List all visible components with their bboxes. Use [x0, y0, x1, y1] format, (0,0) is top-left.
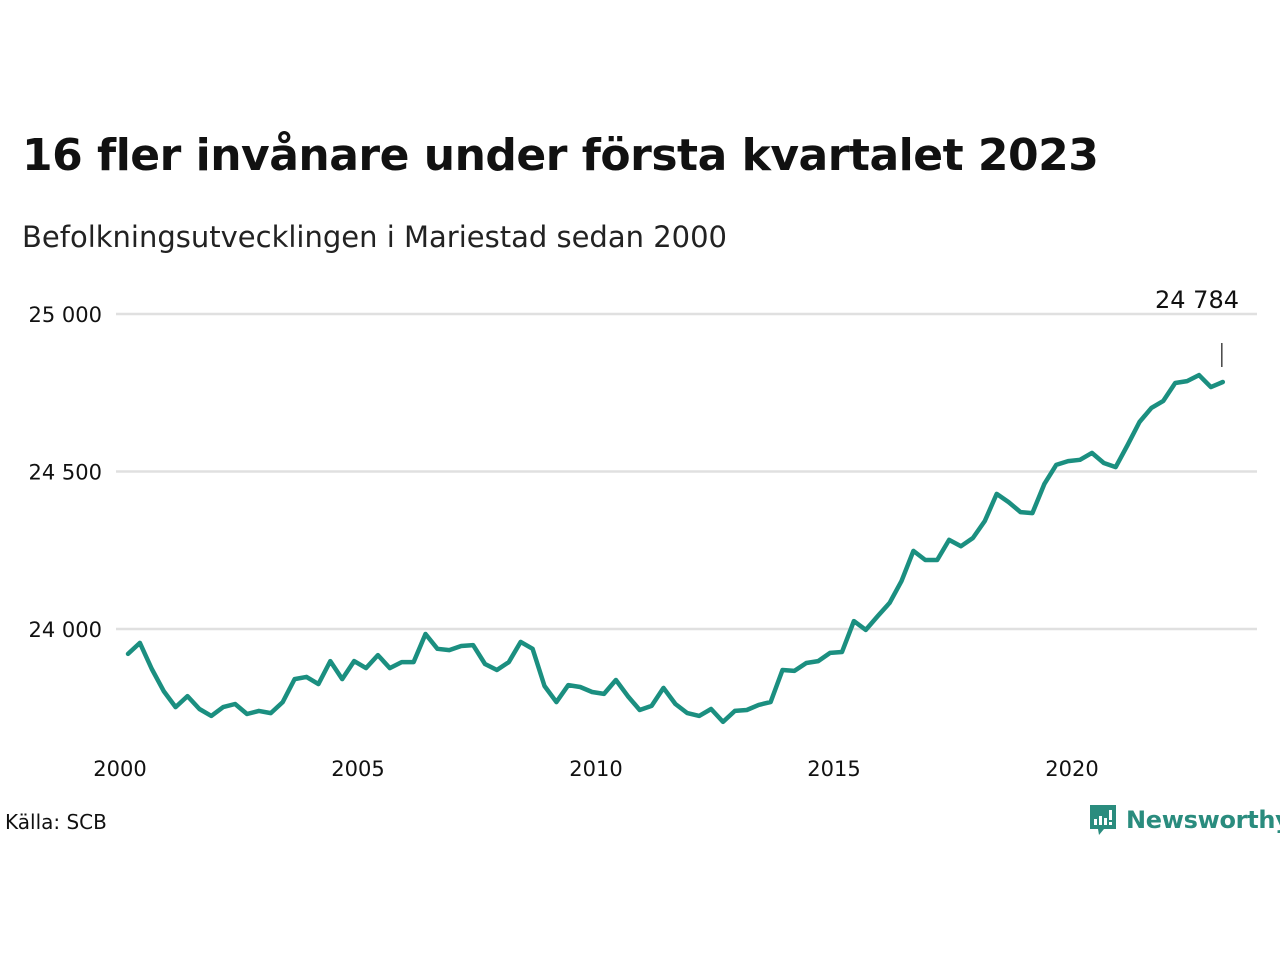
brand-logo: Newsworthy: [1088, 803, 1280, 837]
y-tick-label: 24 000: [29, 618, 102, 642]
x-tick-label: 2000: [93, 757, 146, 781]
y-tick-label: 24 500: [29, 461, 102, 485]
gridlines: [116, 312, 1257, 631]
x-tick-label: 2010: [569, 757, 622, 781]
y-axis-labels: 24 000 24 500 25 000: [29, 303, 102, 642]
series-line: [125, 372, 1226, 725]
x-tick-label: 2005: [331, 757, 384, 781]
newsworthy-logo-icon: [1090, 805, 1116, 835]
series-group: [125, 372, 1226, 725]
chart-title: 16 fler invånare under första kvartalet …: [22, 130, 1099, 181]
x-axis-labels: 2000 2005 2010 2015 2020: [93, 757, 1098, 781]
brand-name: Newsworthy: [1126, 806, 1280, 834]
chart-subtitle: Befolkningsutvecklingen i Mariestad seda…: [22, 220, 728, 254]
y-tick-label: 25 000: [29, 303, 102, 327]
x-tick-label: 2015: [807, 757, 860, 781]
source-note: Källa: SCB: [5, 810, 107, 834]
end-annotation: 24 784: [1155, 286, 1239, 367]
x-tick-label: 2020: [1045, 757, 1098, 781]
annotation-label: 24 784: [1155, 286, 1239, 314]
